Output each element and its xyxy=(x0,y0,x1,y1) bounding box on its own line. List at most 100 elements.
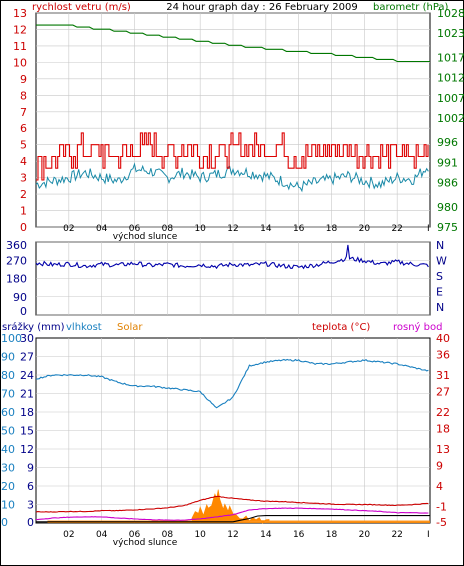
right-axis-title: barometr (hPa) xyxy=(373,2,449,13)
x-tick-label: 16 xyxy=(293,530,305,540)
rain-tick-label: 6 xyxy=(27,480,34,493)
right-tick-label: 980 xyxy=(437,201,458,214)
x-tick-label: I xyxy=(427,530,430,540)
left-tick-label: 10 xyxy=(13,56,27,69)
rain-tick-label: 21 xyxy=(20,388,34,401)
compass-label: N xyxy=(436,239,444,252)
left-tick-label: 9 xyxy=(20,73,27,86)
x-tick-label: 22 xyxy=(391,224,402,234)
right-tick-label: 1002 xyxy=(437,112,464,125)
sunrise-note: východ slunce xyxy=(113,232,178,242)
wind-direction-line xyxy=(35,244,429,270)
humidity-tick-label: 50 xyxy=(1,425,15,438)
left-tick-label: 0 xyxy=(20,221,27,234)
legend-entry: srážky (mm) xyxy=(2,321,65,333)
x-tick-label: 06 xyxy=(129,530,141,540)
x-tick-label: 22 xyxy=(391,530,402,540)
left-tick-label: 4 xyxy=(20,155,27,168)
x-tick-label: 16 xyxy=(293,224,305,234)
temperature-line xyxy=(35,495,429,513)
left-tick-label: 2 xyxy=(20,188,27,201)
rain-tick-label: 24 xyxy=(20,369,34,382)
left-tick-label: 5 xyxy=(20,139,27,152)
x-tick-label: 02 xyxy=(63,530,74,540)
rain-tick-label: 0 xyxy=(27,516,34,529)
solar-base-band xyxy=(47,520,430,523)
left-tick-label: 11 xyxy=(13,40,27,53)
panel-temperature-humidity: srážky (mm) vlhkost Solar teplota (°C) rosný… xyxy=(1,321,450,548)
x-tick-label: 04 xyxy=(96,224,108,234)
temperature-tick-label: 31 xyxy=(436,369,450,382)
x-tick-label: 14 xyxy=(260,530,272,540)
humidity-tick-label: 10 xyxy=(1,499,15,512)
x-tick-label: 20 xyxy=(359,530,371,540)
temperature-tick-label: 18 xyxy=(436,422,450,435)
compass-label: S xyxy=(436,270,443,283)
right-tick-label: 1017 xyxy=(437,51,464,64)
x-tick-label: 02 xyxy=(63,224,74,234)
rain-tick-label: 27 xyxy=(20,351,34,364)
x-tick-label: 10 xyxy=(194,224,206,234)
humidity-tick-label: 80 xyxy=(1,369,15,382)
left-tick-label: 8 xyxy=(20,89,27,102)
x-tick-label: 08 xyxy=(162,530,174,540)
right-tick-label: 996 xyxy=(437,136,458,149)
rain-tick-label: 9 xyxy=(27,462,34,475)
solar-area xyxy=(191,489,270,524)
x-tick-label: 08 xyxy=(162,224,174,234)
humidity-tick-label: 0 xyxy=(1,516,8,529)
temperature-tick-label: -5 xyxy=(436,516,447,529)
right-tick-label: 1028 xyxy=(437,7,464,20)
x-tick-label: 18 xyxy=(326,530,338,540)
rain-tick-label: 15 xyxy=(20,425,34,438)
rain-line xyxy=(36,515,430,523)
wind-average-line xyxy=(35,162,429,193)
legend-entry: teplota (°C) xyxy=(312,322,370,333)
x-tick-label: 04 xyxy=(96,530,108,540)
right-tick-label: 975 xyxy=(437,221,458,234)
right-tick-label: 991 xyxy=(437,156,458,169)
compass-label: E xyxy=(436,286,443,299)
direction-tick-label: 360 xyxy=(6,239,27,252)
humidity-tick-label: 90 xyxy=(1,351,15,364)
x-tick-label: 10 xyxy=(194,530,206,540)
x-tick-label: 14 xyxy=(260,224,272,234)
left-tick-label: 6 xyxy=(20,122,27,135)
left-tick-label: 1 xyxy=(20,205,27,218)
left-tick-label: 13 xyxy=(13,7,27,20)
humidity-tick-label: 40 xyxy=(1,443,15,456)
barometer-line xyxy=(36,24,430,63)
humidity-tick-label: 20 xyxy=(1,480,15,493)
temperature-tick-label: 40 xyxy=(436,332,450,345)
humidity-tick-label: 30 xyxy=(1,462,15,475)
x-tick-label: I xyxy=(427,224,430,234)
direction-tick-label: 180 xyxy=(6,273,27,286)
left-tick-label: 3 xyxy=(20,172,27,185)
legend-entry: vlhkost xyxy=(66,322,102,333)
wind-gust-line xyxy=(36,132,429,181)
direction-tick-label: 90 xyxy=(13,291,27,304)
left-axis-title: rychlost vetru (m/s) xyxy=(32,2,131,13)
compass-label: W xyxy=(436,255,447,268)
humidity-tick-label: 70 xyxy=(1,388,15,401)
dew-point-line xyxy=(35,507,429,521)
temperature-tick-label: 36 xyxy=(436,348,450,361)
rain-tick-label: 30 xyxy=(20,332,34,345)
rain-tick-label: 12 xyxy=(20,443,34,456)
left-tick-label: 12 xyxy=(13,23,27,36)
temperature-tick-label: -1 xyxy=(436,501,447,514)
left-tick-label: 7 xyxy=(20,106,27,119)
temperature-tick-label: 9 xyxy=(436,459,443,472)
sunrise-note: východ slunce xyxy=(113,538,178,548)
temperature-tick-label: 13 xyxy=(436,443,450,456)
direction-tick-label: 270 xyxy=(6,254,27,267)
humidity-tick-label: 100 xyxy=(1,332,22,345)
humidity-line xyxy=(35,358,429,409)
temperature-tick-label: 27 xyxy=(436,385,450,398)
direction-tick-label: 0 xyxy=(20,305,27,318)
right-tick-label: 1007 xyxy=(437,92,464,105)
x-tick-label: 20 xyxy=(359,224,371,234)
